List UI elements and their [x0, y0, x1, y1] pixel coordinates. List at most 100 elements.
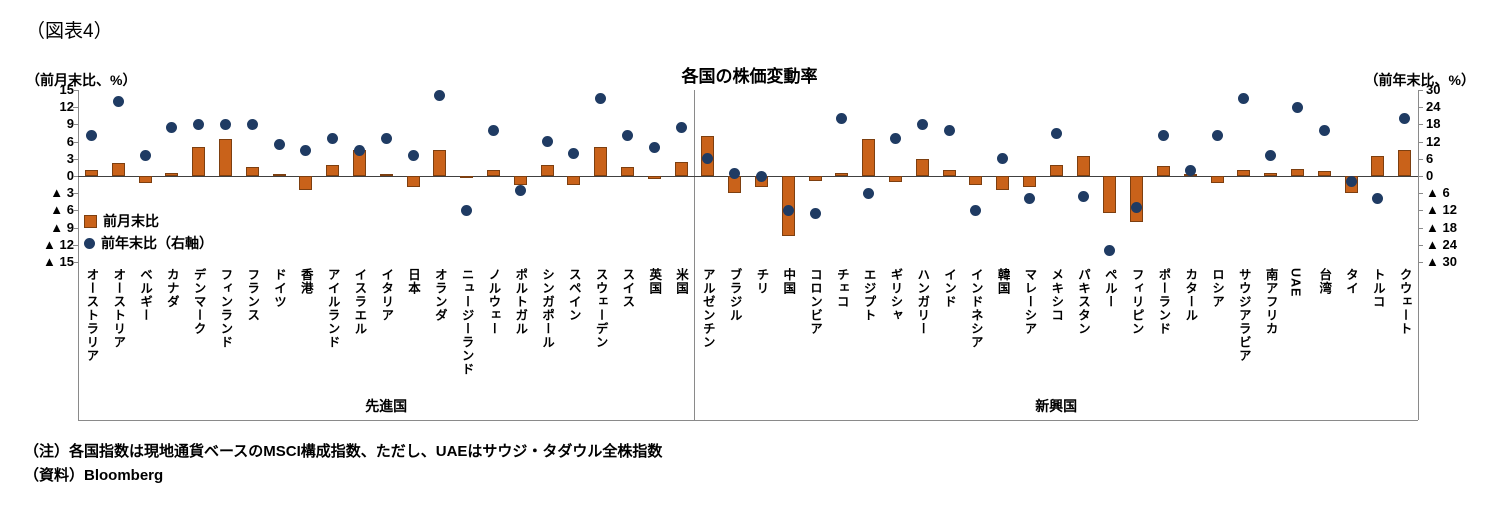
dot [943, 124, 955, 136]
figure-label: （図表4） [26, 21, 113, 42]
bar [996, 176, 1010, 191]
right-axis-tick-label: 6 [1426, 150, 1434, 166]
category-label: フランス [245, 268, 260, 322]
bar [1371, 155, 1385, 176]
category-label: アルゼンチン [700, 268, 715, 349]
bar-swatch-icon [84, 214, 97, 228]
right-axis-unit-label: （前年末比、%） [1364, 72, 1475, 88]
category-label: マレーシア [1022, 268, 1037, 336]
right-axis-tick-label: 12 [1426, 133, 1441, 149]
dot [675, 121, 687, 133]
dot [1131, 202, 1143, 214]
dot [139, 150, 151, 162]
dot [1291, 101, 1303, 113]
category-label: 南アフリカ [1263, 268, 1278, 336]
right-axis-tick-label: ▲ 30 [1426, 254, 1457, 269]
category-label: 台湾 [1317, 268, 1332, 295]
bar [1156, 165, 1170, 176]
dot [1238, 93, 1250, 105]
bar [1103, 176, 1117, 214]
dot [219, 118, 231, 130]
right-axis-tick-mark [1418, 193, 1423, 195]
category-axis-baseline [78, 420, 1418, 421]
category-label: オーストリア [111, 268, 126, 349]
category-label: カナダ [164, 268, 179, 309]
left-axis-line [78, 90, 79, 420]
bar [594, 147, 608, 176]
right-axis-tick-mark [1418, 210, 1423, 212]
category-label: 英国 [647, 268, 662, 295]
dot-swatch-icon [84, 237, 95, 249]
dot [916, 118, 928, 130]
dot [702, 153, 714, 165]
right-axis-tick-mark [1418, 141, 1423, 143]
left-axis-tick-mark [73, 141, 78, 143]
bar [942, 170, 956, 176]
bar [513, 176, 527, 185]
bar [379, 174, 393, 177]
category-label: ノルウェー [486, 268, 501, 336]
category-label: ニュージーランド [459, 268, 474, 376]
right-axis-tick-mark [1418, 227, 1423, 229]
right-axis-tick-mark [1418, 124, 1423, 126]
category-label: 日本 [406, 268, 420, 295]
legend-label-yoy: 前年末比（右軸） [101, 235, 213, 251]
dot [1345, 176, 1357, 188]
bar [1130, 176, 1144, 222]
right-axis-tick-label: 18 [1426, 116, 1441, 132]
left-axis-tick-mark [73, 107, 78, 109]
left-axis-tick-label: 3 [66, 150, 74, 166]
left-axis-tick-mark [73, 244, 78, 246]
left-axis-tick-mark [73, 210, 78, 212]
bar [245, 167, 259, 176]
left-axis-tick-mark [73, 90, 78, 91]
bar [1049, 164, 1063, 176]
left-axis-tick-label: 9 [66, 116, 74, 132]
right-axis-tick-label: ▲ 24 [1426, 236, 1457, 252]
left-axis-tick-mark [73, 176, 78, 177]
bar [647, 176, 661, 179]
bar [674, 161, 688, 176]
dot [1265, 150, 1277, 162]
category-label: 香港 [298, 268, 313, 295]
right-axis-tick-label: 30 [1426, 82, 1441, 97]
left-axis-tick-mark [73, 124, 78, 126]
left-axis-tick-mark [73, 158, 78, 160]
dot [836, 113, 848, 125]
left-axis-tick-label: ▲ 15 [43, 254, 74, 269]
category-label: ドイツ [272, 268, 286, 309]
bar [835, 173, 849, 176]
category-label: サウジアラビア [1236, 268, 1251, 363]
bar [460, 176, 474, 178]
category-label: ポーランド [1156, 268, 1171, 336]
dot [729, 167, 741, 179]
category-label: ロシア [1210, 268, 1224, 309]
right-axis-tick-mark [1418, 107, 1423, 109]
dot [1104, 245, 1116, 257]
bar [969, 176, 983, 185]
right-axis-tick-label: 24 [1426, 99, 1441, 115]
category-label: ハンガリー [915, 268, 930, 336]
category-label: クウェート [1397, 268, 1412, 336]
category-label: シンガポール [540, 268, 554, 349]
dot [461, 204, 473, 216]
left-axis-tick-label: 6 [66, 133, 74, 149]
category-label: アイルランド [325, 268, 340, 349]
category-label: カタール [1183, 268, 1198, 322]
left-axis-tick-mark [73, 262, 78, 263]
right-axis-tick-mark [1418, 176, 1423, 177]
dot [863, 187, 875, 199]
category-label: オーストラリア [84, 268, 99, 363]
left-axis-tick-label: 0 [66, 168, 74, 183]
legend-item-mom: 前月末比 [84, 210, 213, 232]
dot [1318, 124, 1330, 136]
right-axis-tick-mark [1418, 244, 1423, 246]
bar [1290, 169, 1304, 176]
dot [166, 121, 178, 133]
bar [111, 163, 125, 176]
dot [970, 204, 982, 216]
bar [406, 176, 420, 188]
bar [218, 138, 232, 176]
bar [888, 176, 902, 182]
bar [540, 164, 554, 176]
